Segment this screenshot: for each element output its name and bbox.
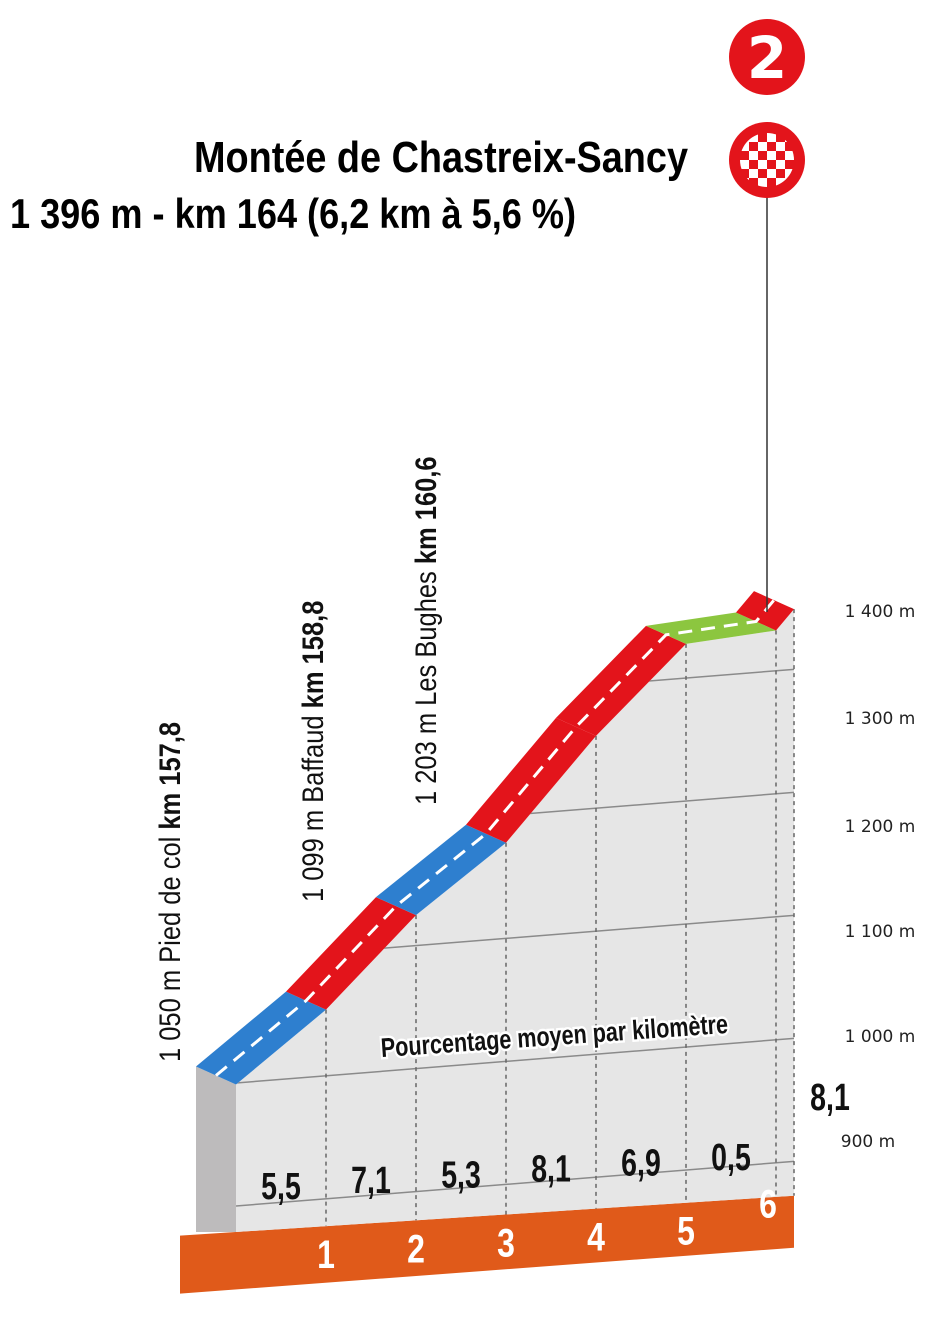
- checker-square: [740, 169, 749, 178]
- km-marker: 6: [759, 1181, 777, 1226]
- checker-square: [767, 142, 776, 151]
- checker-square: [785, 142, 794, 151]
- checker-square: [758, 151, 767, 160]
- km-marker: 4: [587, 1214, 605, 1259]
- profile-side-face: [196, 1066, 236, 1232]
- gradient-value: 8,1: [531, 1149, 571, 1191]
- waypoint-label: 1 203 m Les Bughes km 160,6: [409, 456, 442, 805]
- road-centerline: [215, 599, 776, 1077]
- checker-square: [740, 151, 749, 160]
- checker-square: [776, 151, 785, 160]
- gradient-value: 7,1: [351, 1160, 391, 1202]
- y-tick-label: 1 300 m: [845, 709, 916, 729]
- y-tick-label: 900 m: [841, 1132, 895, 1152]
- km-marker: 3: [497, 1220, 515, 1265]
- y-tick-label: 1 100 m: [845, 922, 916, 942]
- checker-square: [758, 169, 767, 178]
- gradient-value: 5,5: [261, 1166, 301, 1208]
- checker-square: [749, 178, 758, 187]
- gridline: [236, 1037, 794, 1084]
- gradient-segment: [466, 717, 596, 843]
- gradient-value: 8,1: [810, 1077, 850, 1119]
- gradient-value: 6,9: [621, 1143, 661, 1185]
- gridline: [236, 1160, 794, 1207]
- gradient-value: 5,3: [441, 1155, 481, 1197]
- km-marker: 2: [407, 1226, 425, 1271]
- gradient-value: 0,5: [711, 1137, 751, 1179]
- checker-square: [767, 178, 776, 187]
- gridline: [236, 1284, 794, 1319]
- y-tick-label: 1 000 m: [845, 1027, 916, 1047]
- km-marker: 5: [677, 1208, 695, 1253]
- checker-square: [758, 133, 767, 142]
- checker-square: [767, 160, 776, 169]
- distance-band: [180, 1195, 794, 1294]
- km-marker: 1: [317, 1232, 335, 1277]
- checker-square: [785, 160, 794, 169]
- y-tick-label: 1 400 m: [845, 602, 916, 622]
- waypoint-label: 1 050 m Pied de col km 157,8: [153, 722, 186, 1062]
- waypoint-label: 1 099 m Baffaud km 158,8: [296, 601, 329, 902]
- gradient-segment: [556, 625, 686, 736]
- gradient-segment: [286, 897, 416, 1010]
- checkered-pattern: [740, 133, 794, 187]
- climb-number-badge: 2: [729, 19, 805, 95]
- checker-square: [749, 160, 758, 169]
- climb-number: 2: [747, 24, 787, 92]
- checkered-flag-icon: [729, 122, 805, 198]
- y-tick-label: 1 200 m: [845, 817, 916, 837]
- climb-title: Montée de Chastreix-Sancy: [194, 132, 688, 181]
- checker-square: [749, 142, 758, 151]
- profile-front-face: [236, 609, 794, 1232]
- checker-square: [776, 169, 785, 178]
- checker-square: [776, 133, 785, 142]
- climb-subtitle: 1 396 m - km 164 (6,2 km à 5,6 %): [10, 192, 576, 238]
